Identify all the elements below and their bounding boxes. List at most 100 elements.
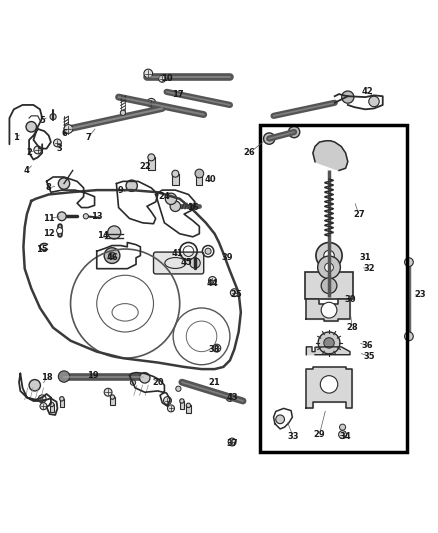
Text: 2: 2 <box>26 149 32 157</box>
Text: 9: 9 <box>118 185 124 195</box>
Circle shape <box>120 110 126 116</box>
Circle shape <box>40 403 47 410</box>
Text: 33: 33 <box>287 432 299 441</box>
Text: 8: 8 <box>46 183 52 192</box>
Text: 32: 32 <box>364 264 375 273</box>
Text: 28: 28 <box>346 323 358 332</box>
Circle shape <box>110 395 115 399</box>
Circle shape <box>34 146 42 154</box>
Text: 41: 41 <box>172 249 184 258</box>
Circle shape <box>147 99 155 107</box>
Text: 40: 40 <box>205 175 216 184</box>
Circle shape <box>213 344 221 352</box>
Bar <box>49 405 54 413</box>
Circle shape <box>180 399 184 403</box>
Circle shape <box>325 263 333 272</box>
Circle shape <box>109 252 116 259</box>
Text: 42: 42 <box>362 87 373 96</box>
Text: 19: 19 <box>87 371 98 380</box>
Text: 45: 45 <box>180 257 192 266</box>
Circle shape <box>318 256 340 279</box>
Text: 26: 26 <box>244 149 255 157</box>
Circle shape <box>53 139 61 147</box>
Circle shape <box>369 96 379 107</box>
Circle shape <box>148 154 155 161</box>
Circle shape <box>165 193 177 205</box>
Text: 23: 23 <box>414 290 426 300</box>
Text: 37: 37 <box>226 439 238 448</box>
Text: 24: 24 <box>159 192 170 201</box>
Circle shape <box>176 386 181 391</box>
Text: 1: 1 <box>13 133 19 142</box>
Bar <box>148 157 155 171</box>
Circle shape <box>144 69 152 78</box>
Circle shape <box>83 214 88 219</box>
Text: 35: 35 <box>364 351 375 360</box>
Circle shape <box>264 133 275 144</box>
Bar <box>180 401 184 409</box>
Text: 20: 20 <box>152 378 164 387</box>
Text: 12: 12 <box>43 229 55 238</box>
Circle shape <box>159 75 166 82</box>
Text: 15: 15 <box>36 245 48 254</box>
Circle shape <box>57 228 63 234</box>
Circle shape <box>405 258 413 266</box>
Circle shape <box>60 397 64 401</box>
Circle shape <box>195 169 204 178</box>
Bar <box>110 397 115 405</box>
Circle shape <box>29 379 40 391</box>
Text: 31: 31 <box>360 253 371 262</box>
Circle shape <box>324 338 334 348</box>
Circle shape <box>126 180 138 191</box>
Circle shape <box>196 171 202 177</box>
Text: 21: 21 <box>209 378 220 387</box>
Circle shape <box>316 243 342 269</box>
Circle shape <box>186 403 191 408</box>
Circle shape <box>342 91 354 103</box>
Text: 11: 11 <box>43 214 55 223</box>
Text: 29: 29 <box>314 430 325 439</box>
Circle shape <box>163 397 171 405</box>
Circle shape <box>26 122 36 132</box>
Bar <box>60 399 64 407</box>
Circle shape <box>172 170 179 177</box>
Circle shape <box>190 258 200 268</box>
Bar <box>305 272 353 299</box>
Polygon shape <box>306 299 350 321</box>
Circle shape <box>230 289 238 297</box>
Circle shape <box>226 393 234 401</box>
Circle shape <box>140 373 150 383</box>
Circle shape <box>228 438 236 446</box>
Circle shape <box>64 125 73 133</box>
Text: 46: 46 <box>106 253 118 262</box>
Text: 5: 5 <box>39 116 45 125</box>
Circle shape <box>324 251 334 261</box>
Circle shape <box>339 424 346 430</box>
Circle shape <box>38 395 46 403</box>
Circle shape <box>108 226 121 239</box>
Text: 36: 36 <box>362 341 373 350</box>
Text: 16: 16 <box>187 203 199 212</box>
Circle shape <box>320 376 338 393</box>
Text: 10: 10 <box>161 74 173 83</box>
Text: 22: 22 <box>139 161 151 171</box>
Text: 13: 13 <box>91 212 102 221</box>
Bar <box>172 174 179 184</box>
Circle shape <box>104 248 120 263</box>
Text: 43: 43 <box>226 393 238 402</box>
Text: 39: 39 <box>222 253 233 262</box>
Bar <box>196 174 202 184</box>
Text: 18: 18 <box>41 373 53 382</box>
Circle shape <box>205 248 211 254</box>
Circle shape <box>318 332 340 354</box>
Circle shape <box>321 278 337 294</box>
Circle shape <box>49 402 54 407</box>
Circle shape <box>58 178 70 189</box>
FancyBboxPatch shape <box>153 252 204 274</box>
Text: 4: 4 <box>24 166 30 175</box>
Text: 7: 7 <box>85 133 91 142</box>
Text: 14: 14 <box>97 231 109 240</box>
Text: 6: 6 <box>61 129 67 138</box>
Circle shape <box>104 389 112 396</box>
Polygon shape <box>306 367 352 408</box>
